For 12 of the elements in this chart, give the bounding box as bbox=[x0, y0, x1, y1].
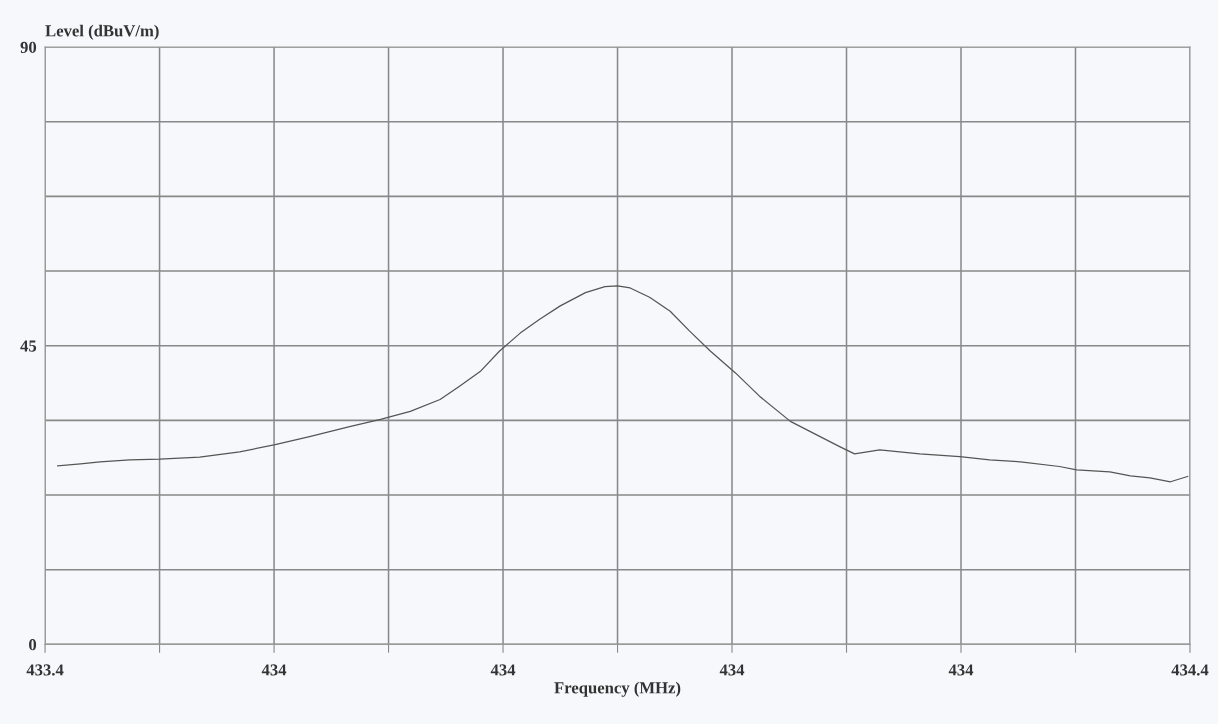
x-tick-label: 434 bbox=[948, 664, 974, 676]
x-tick-label: 434 bbox=[719, 664, 745, 676]
y-tick-label: 45 bbox=[20, 340, 37, 352]
line-series bbox=[57, 285, 1189, 483]
y-tick-label: 0 bbox=[29, 639, 37, 651]
x-tick-label: 434 bbox=[490, 664, 516, 676]
y-axis-title: Level (dBuV/m) bbox=[45, 24, 159, 40]
x-tick-label: 434.4 bbox=[1171, 664, 1209, 676]
x-axis-title: Frequency (MHz) bbox=[554, 681, 681, 697]
y-tick-label: 90 bbox=[20, 41, 37, 54]
x-tick-label: 434 bbox=[261, 664, 287, 676]
x-tick-label: 433.4 bbox=[26, 664, 64, 676]
